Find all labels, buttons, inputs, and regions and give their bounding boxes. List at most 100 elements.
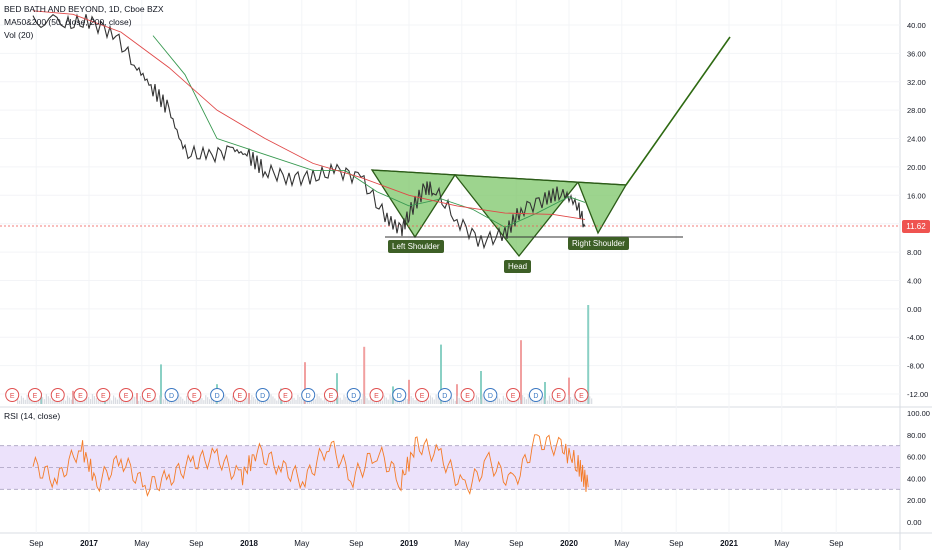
chart-title: BED BATH AND BEYOND, 1D, Cboe BZX — [4, 4, 164, 14]
volume-bar-background — [91, 394, 94, 404]
volume-bar-background — [161, 397, 163, 404]
dividend-marker — [392, 388, 407, 402]
volume-bar-background — [78, 400, 80, 404]
rsi-tick-label: 40.00 — [907, 474, 926, 483]
y-tick-label: 0.00 — [907, 305, 922, 314]
y-tick-label: -4.00 — [907, 333, 924, 342]
earnings-marker — [506, 388, 521, 402]
volume-bar-background — [312, 397, 314, 404]
left-shoulder-label: Left Shoulder — [388, 240, 444, 253]
event-marker-label: E — [10, 393, 15, 400]
volume-bar-background — [552, 399, 554, 404]
volume-bar-background — [272, 396, 274, 404]
volume-bar-background — [280, 397, 282, 404]
volume-bar-background — [545, 398, 547, 404]
volume-bar-background — [113, 395, 115, 404]
volume-bar-background — [230, 400, 232, 404]
volume-bar-background — [425, 398, 428, 404]
volume-bar-background — [587, 394, 589, 404]
volume-bar-background — [32, 400, 34, 404]
volume-bar-background — [579, 400, 581, 404]
volume-bar-background — [483, 396, 485, 404]
y-tick-label: -12.00 — [907, 390, 928, 399]
event-marker-label: D — [306, 393, 311, 400]
volume-bar-background — [120, 396, 122, 404]
volume-bar-background — [232, 395, 234, 404]
volume-bar-background — [203, 400, 205, 404]
volume-bar-background — [276, 400, 278, 404]
volume-bar-background — [326, 397, 328, 404]
volume-bar-background — [182, 398, 184, 404]
y-tick-label: 40.00 — [907, 21, 926, 30]
dividend-marker — [528, 388, 543, 402]
x-tick-label: Sep — [669, 539, 684, 548]
earnings-marker — [278, 388, 293, 402]
x-tick-label: 2017 — [80, 539, 98, 548]
volume-bar-background — [404, 396, 407, 404]
y-tick-label: 24.00 — [907, 135, 926, 144]
volume-bar-background — [345, 396, 347, 404]
volume-bar-background — [500, 400, 503, 404]
volume-bar-background — [155, 398, 157, 404]
volume-bar-background — [141, 397, 143, 404]
volume-bar-background — [406, 398, 408, 404]
volume-bar-background — [502, 395, 504, 404]
earnings-marker — [460, 388, 475, 402]
event-marker-label: E — [329, 393, 334, 400]
volume-bar-background — [472, 398, 474, 404]
x-tick-label: May — [774, 539, 789, 548]
earnings-marker — [232, 388, 247, 402]
volume-bar-background — [460, 399, 462, 404]
volume-bar-background — [153, 396, 155, 404]
volume-bar-background — [199, 396, 201, 404]
volume-bar-background — [433, 399, 435, 404]
event-marker-label: E — [78, 393, 83, 400]
volume-bar-background — [228, 398, 230, 404]
x-tick-label: 2020 — [560, 539, 578, 548]
earnings-marker — [141, 388, 156, 402]
volume-bar-background — [184, 400, 186, 404]
rsi-legend: RSI (14, close) — [4, 411, 61, 421]
volume-bar-background — [314, 399, 316, 404]
volume-bar-background — [435, 394, 437, 404]
rsi-band — [0, 445, 900, 490]
volume-bar-background — [70, 399, 72, 404]
volume-bar-background — [539, 399, 541, 404]
volume-bar-background — [299, 396, 301, 404]
volume-legend: Vol (20) — [4, 30, 34, 40]
volume-bar-background — [316, 394, 318, 404]
event-marker-label: E — [420, 393, 425, 400]
volume-bar-background — [527, 394, 529, 404]
volume-bar-background — [454, 400, 456, 404]
volume-bar-background — [458, 397, 460, 404]
volume-bar-background — [28, 396, 30, 404]
volume-bar-background — [297, 394, 299, 404]
volume-bar-background — [289, 400, 291, 404]
x-tick-label: Sep — [29, 539, 44, 548]
volume-bar-background — [47, 396, 49, 404]
volume-bar-background — [364, 396, 366, 404]
volume-bar-background — [362, 394, 364, 404]
volume-bar-background — [550, 397, 552, 404]
y-tick-label: 4.00 — [907, 276, 922, 285]
volume-bar-background — [339, 397, 341, 404]
volume-bar-background — [187, 397, 190, 404]
dividend-marker — [301, 388, 316, 402]
x-tick-label: Sep — [829, 539, 844, 548]
volume-bar-background — [176, 399, 178, 404]
event-marker-label: D — [351, 393, 356, 400]
volume-bar-background — [159, 395, 161, 404]
rsi-tick-label: 80.00 — [907, 431, 926, 440]
volume-bar-background — [569, 397, 572, 404]
volume-bar-background — [118, 394, 120, 404]
volume-bar-background — [130, 399, 132, 404]
volume-bar-background — [531, 398, 533, 404]
volume-bar-background — [383, 395, 385, 404]
volume-bar-background — [24, 399, 26, 404]
dividend-marker — [437, 388, 452, 402]
y-tick-label: 8.00 — [907, 248, 922, 257]
volume-bar-background — [17, 398, 19, 404]
volume-bar-background — [40, 395, 42, 404]
volume-bar-background — [245, 395, 247, 404]
